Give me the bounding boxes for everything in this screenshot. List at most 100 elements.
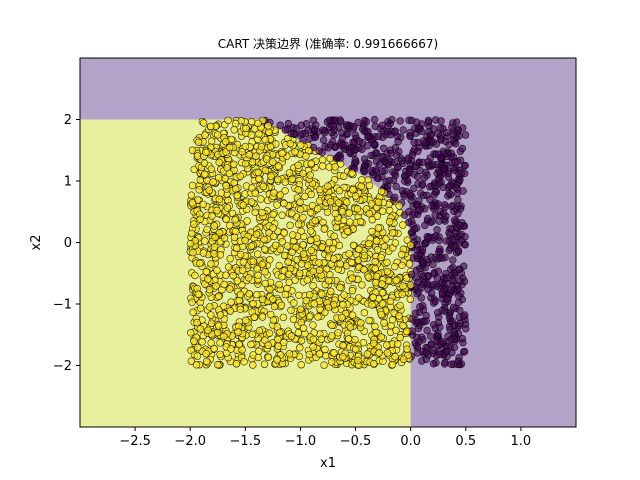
- point-class-1: [383, 258, 391, 267]
- point-class-1: [344, 335, 353, 343]
- point-class-1: [201, 237, 209, 245]
- point-class-0: [384, 122, 392, 130]
- point-class-1: [334, 329, 342, 337]
- point-class-1: [240, 358, 248, 366]
- point-class-1: [274, 335, 282, 344]
- point-class-0: [391, 171, 399, 180]
- point-class-1: [255, 175, 263, 183]
- point-class-1: [249, 257, 258, 266]
- point-class-0: [436, 245, 444, 253]
- point-class-1: [386, 297, 395, 305]
- point-class-1: [378, 280, 386, 288]
- point-class-1: [207, 260, 215, 268]
- point-class-1: [259, 182, 268, 191]
- point-class-0: [398, 157, 406, 165]
- point-class-0: [419, 158, 427, 167]
- point-class-1: [226, 221, 234, 230]
- point-class-1: [274, 342, 282, 350]
- point-class-1: [225, 169, 234, 178]
- point-class-1: [281, 187, 289, 195]
- point-class-1: [357, 319, 365, 327]
- point-class-1: [296, 344, 304, 352]
- point-class-0: [462, 325, 470, 333]
- point-class-1: [388, 229, 397, 237]
- point-class-1: [232, 360, 241, 368]
- point-class-1: [352, 345, 360, 354]
- y-axis-label: x2: [29, 235, 44, 251]
- point-class-1: [222, 271, 230, 279]
- point-class-0: [435, 350, 444, 358]
- point-class-1: [266, 285, 274, 294]
- point-class-0: [358, 145, 366, 153]
- x-tick-label: −1.0: [285, 434, 317, 449]
- point-class-1: [309, 321, 317, 329]
- point-class-0: [424, 118, 433, 126]
- point-class-1: [328, 332, 336, 340]
- point-class-1: [260, 360, 269, 368]
- point-class-1: [276, 328, 284, 337]
- point-class-0: [454, 210, 462, 218]
- point-class-1: [318, 290, 326, 298]
- point-class-1: [271, 241, 280, 250]
- point-class-0: [351, 156, 359, 164]
- point-class-1: [391, 239, 400, 247]
- point-class-1: [255, 130, 263, 138]
- point-class-1: [200, 119, 208, 127]
- point-class-0: [422, 317, 430, 325]
- point-class-1: [370, 360, 378, 368]
- point-class-1: [371, 322, 379, 331]
- point-class-1: [343, 198, 351, 206]
- point-class-1: [277, 301, 286, 309]
- point-class-1: [299, 213, 307, 222]
- point-class-1: [215, 158, 223, 167]
- point-class-1: [403, 345, 411, 353]
- point-class-0: [445, 246, 453, 255]
- point-class-1: [270, 302, 279, 311]
- point-class-0: [417, 294, 425, 302]
- point-class-1: [286, 221, 294, 230]
- point-class-0: [311, 133, 319, 142]
- point-class-1: [278, 149, 286, 158]
- point-class-1: [296, 305, 305, 313]
- point-class-1: [287, 306, 295, 314]
- point-class-0: [449, 256, 457, 264]
- point-class-0: [457, 169, 466, 177]
- point-class-1: [188, 199, 197, 207]
- point-class-1: [247, 340, 255, 349]
- point-class-1: [212, 282, 220, 290]
- point-class-1: [267, 310, 275, 319]
- point-class-1: [398, 250, 406, 259]
- point-class-1: [373, 212, 381, 220]
- point-class-1: [356, 217, 365, 226]
- point-class-1: [373, 246, 382, 254]
- point-class-1: [307, 190, 315, 199]
- point-class-1: [210, 243, 219, 251]
- point-class-0: [411, 124, 419, 133]
- point-class-0: [327, 141, 335, 149]
- point-class-0: [447, 360, 456, 368]
- point-class-0: [336, 116, 344, 124]
- point-class-1: [194, 343, 202, 352]
- point-class-0: [449, 303, 458, 311]
- point-class-1: [355, 245, 363, 254]
- point-class-0: [408, 116, 416, 125]
- point-class-0: [439, 165, 448, 173]
- point-class-0: [437, 117, 445, 125]
- point-class-1: [258, 208, 266, 217]
- point-class-1: [396, 333, 404, 342]
- point-class-1: [239, 266, 247, 275]
- point-class-0: [298, 129, 306, 138]
- point-class-1: [346, 323, 355, 331]
- point-class-1: [188, 298, 196, 306]
- point-class-1: [222, 215, 230, 224]
- point-class-1: [248, 117, 256, 126]
- point-class-1: [339, 301, 347, 309]
- point-class-0: [448, 235, 457, 244]
- point-class-0: [383, 159, 391, 168]
- point-class-1: [261, 166, 270, 175]
- point-class-1: [204, 275, 212, 283]
- point-class-0: [410, 145, 418, 154]
- point-class-1: [321, 345, 329, 354]
- point-class-1: [230, 160, 238, 169]
- point-class-1: [214, 131, 222, 139]
